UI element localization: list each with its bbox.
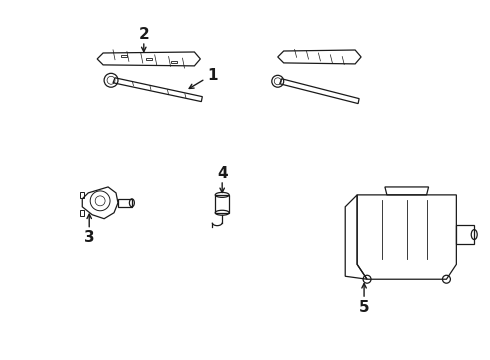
Text: 3: 3 xyxy=(84,230,95,245)
Text: 2: 2 xyxy=(138,27,149,42)
Text: 1: 1 xyxy=(207,68,218,83)
Bar xyxy=(118,199,132,207)
Bar xyxy=(80,192,84,198)
Text: 5: 5 xyxy=(359,300,369,315)
Bar xyxy=(80,210,84,216)
Text: 4: 4 xyxy=(217,166,227,181)
Bar xyxy=(215,195,229,213)
